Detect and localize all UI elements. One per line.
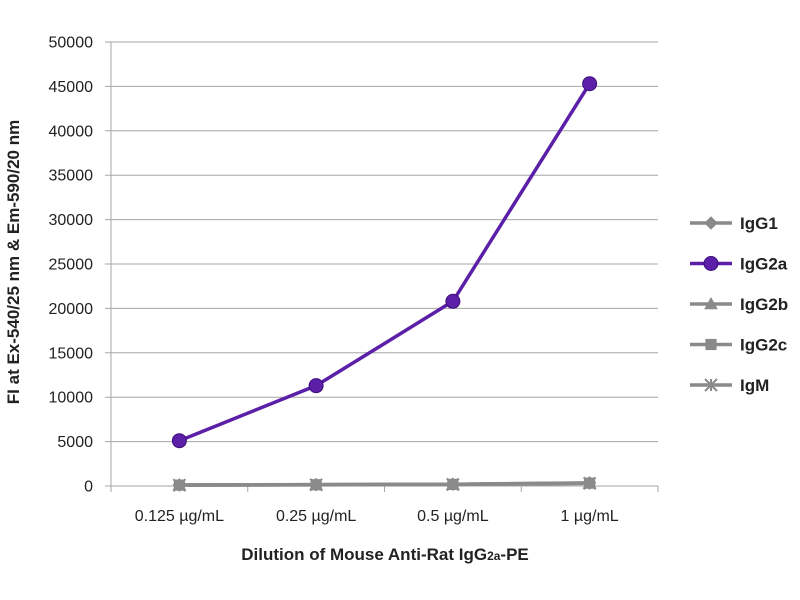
y-axis-ticks: 0 5000 10000 15000 20000 25000 30000 35000 40000…	[49, 35, 94, 496]
data-point	[445, 293, 461, 309]
series-layer	[171, 76, 598, 492]
legend-label: IgG2c	[740, 336, 787, 355]
data-point	[446, 477, 460, 492]
data-point	[308, 378, 324, 394]
legend-item-IgG2c: IgG2c	[690, 336, 787, 355]
legend-label: IgG1	[740, 214, 778, 233]
x-tick-label: 0.25 µg/mL	[276, 508, 356, 525]
data-point	[582, 476, 597, 491]
grid-lines	[105, 41, 658, 487]
x-tick-label: 0.125 µg/mL	[135, 508, 224, 525]
data-point	[309, 478, 323, 492]
legend-marker	[704, 216, 718, 230]
legend-label: IgM	[740, 376, 769, 395]
x-axis-title-post: -PE	[500, 545, 528, 564]
legend-marker	[703, 256, 719, 271]
series-IgM	[172, 476, 597, 492]
y-tick-label: 30000	[49, 212, 94, 229]
y-tick-label: 10000	[49, 390, 94, 407]
legend-item-IgG1: IgG1	[690, 214, 778, 233]
legend-label: IgG2b	[740, 295, 788, 314]
data-point	[582, 76, 598, 92]
y-tick-label: 40000	[49, 123, 94, 140]
y-axis-title: FI at Ex-540/25 nm & Em-590/20 nm	[4, 120, 23, 404]
legend-label: IgG2a	[740, 255, 788, 274]
y-tick-label: 45000	[49, 79, 94, 96]
x-tick-label: 1 µg/mL	[561, 508, 619, 525]
y-tick-label: 35000	[49, 168, 94, 185]
axes	[110, 42, 659, 492]
data-point	[172, 478, 187, 492]
x-axis-ticks: 0.125 µg/mL 0.25 µg/mL 0.5 µg/mL 1 µg/mL	[135, 508, 619, 525]
x-axis-title: Dilution of Mouse Anti-Rat IgG2a-PE	[241, 545, 529, 564]
series-line	[179, 481, 590, 487]
y-tick-label: 50000	[49, 35, 94, 52]
legend-item-IgG2a: IgG2a	[690, 255, 788, 274]
y-tick-label: 25000	[49, 257, 94, 274]
legend-item-IgM: IgM	[690, 376, 769, 395]
y-tick-label: 5000	[57, 434, 93, 451]
legend-marker	[704, 296, 718, 310]
legend: IgG1 IgG2a IgG2b IgG2c IgM	[690, 214, 788, 395]
y-tick-label: 15000	[49, 345, 94, 362]
y-tick-label: 0	[84, 479, 93, 496]
legend-item-IgG2b: IgG2b	[690, 295, 788, 314]
x-tick-label: 0.5 µg/mL	[417, 508, 489, 525]
series-line	[178, 82, 592, 443]
legend-marker	[704, 378, 718, 392]
y-tick-label: 20000	[49, 301, 94, 318]
legend-marker	[705, 338, 717, 351]
data-point	[171, 433, 187, 449]
x-axis-title-pre: Dilution of Mouse Anti-Rat IgG	[241, 545, 487, 564]
series-IgG2a	[171, 76, 598, 449]
x-axis-title-sub: 2a	[487, 549, 501, 563]
